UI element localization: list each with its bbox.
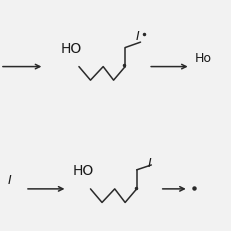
Text: I: I: [136, 30, 140, 43]
Text: I: I: [8, 174, 12, 187]
Text: HO: HO: [72, 164, 93, 178]
Text: HO: HO: [61, 42, 82, 56]
Text: Ho: Ho: [195, 52, 211, 65]
Text: I: I: [148, 157, 151, 170]
